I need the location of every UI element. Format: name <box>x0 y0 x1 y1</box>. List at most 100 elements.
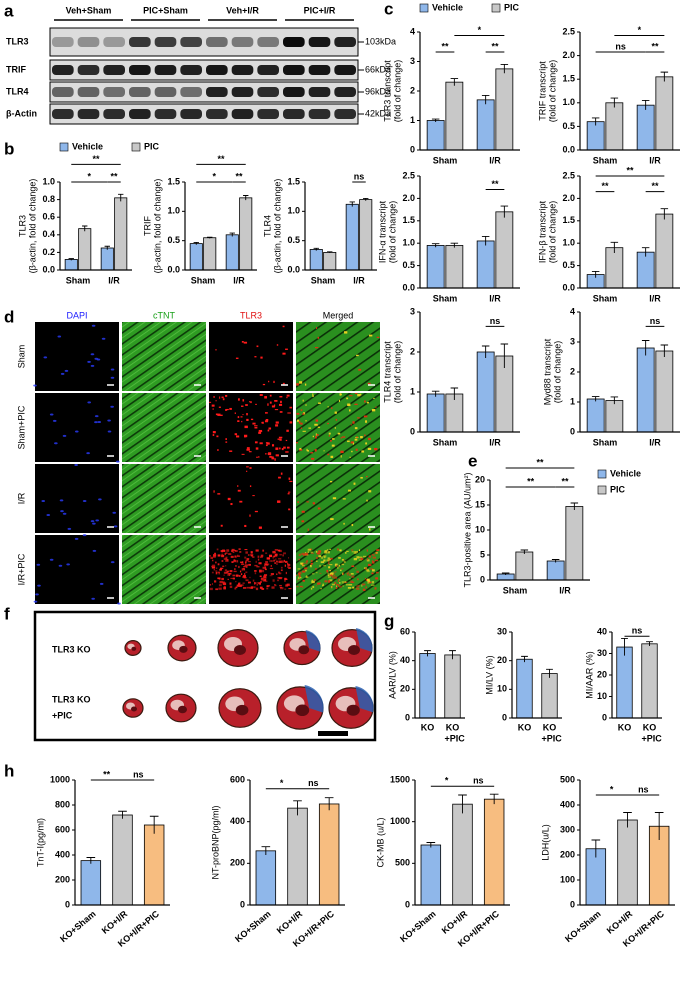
signal <box>211 571 214 574</box>
blot-band <box>154 87 177 97</box>
x-tick-label: KO+Sham <box>58 909 98 944</box>
signal <box>240 561 244 564</box>
signal <box>351 551 355 553</box>
signal <box>305 561 308 565</box>
y-tick-label: 5 <box>480 549 485 559</box>
signal <box>312 393 314 396</box>
signal <box>238 548 241 550</box>
signal <box>254 570 257 572</box>
significance-label: * <box>280 778 284 788</box>
legend-swatch <box>491 3 501 13</box>
panel-letter: b <box>4 139 14 158</box>
signal <box>374 587 377 590</box>
nucleus <box>64 369 69 372</box>
y-axis-label: (fold of change) <box>547 201 557 264</box>
signal <box>368 528 371 531</box>
signal <box>374 447 378 451</box>
signal <box>356 436 358 438</box>
signal <box>278 560 282 563</box>
signal <box>310 452 314 454</box>
x-tick-label: KO+Sham <box>233 909 273 944</box>
signal <box>215 570 218 572</box>
signal <box>297 568 301 570</box>
signal <box>266 563 269 566</box>
signal <box>366 578 370 581</box>
y-tick-label: 600 <box>230 774 245 784</box>
signal <box>374 559 379 562</box>
signal <box>334 571 337 573</box>
error-bar <box>660 344 669 357</box>
signal <box>227 570 229 572</box>
signal <box>284 588 287 590</box>
panel-letter: h <box>4 761 14 780</box>
blot-band <box>154 65 177 75</box>
x-tick-label: I/R <box>649 155 661 165</box>
y-tick-label: 1.5 <box>562 215 575 225</box>
signal <box>318 550 322 553</box>
signal <box>265 453 267 455</box>
signal <box>223 571 227 574</box>
y-tick-label: 400 <box>560 799 575 809</box>
signal <box>238 582 241 585</box>
y-axis-label: CK-MB (u/L) <box>375 817 385 867</box>
error-bar <box>654 812 664 840</box>
signal <box>260 356 263 359</box>
x-tick-label: Sham <box>433 155 458 165</box>
signal <box>242 587 247 589</box>
signal <box>334 411 337 414</box>
y-tick-label: 2 <box>410 85 415 95</box>
blot-band <box>257 87 279 97</box>
signal <box>240 573 243 576</box>
y-axis-label: MI/AAR (%) <box>584 651 594 699</box>
y-tick-label: 20 <box>597 669 607 679</box>
signal <box>330 572 334 575</box>
x-tick-label: Sham <box>191 275 216 285</box>
signal <box>217 571 221 573</box>
significance-label: ** <box>626 165 634 175</box>
blot-group: Veh+I/R <box>226 5 259 15</box>
signal <box>230 577 234 579</box>
signal <box>274 458 276 461</box>
signal <box>249 485 252 487</box>
nucleus <box>33 600 38 603</box>
bar <box>203 237 217 271</box>
blot-band <box>334 109 356 119</box>
error-bar <box>521 655 528 663</box>
signal <box>331 583 335 586</box>
nucleus <box>95 519 99 522</box>
signal <box>237 416 240 419</box>
signal <box>249 514 251 517</box>
signal <box>335 565 337 567</box>
signal <box>250 401 252 404</box>
heart-lumen <box>235 704 249 716</box>
signal <box>270 573 274 576</box>
blot-group: PIC+I/R <box>304 5 336 15</box>
y-tick-label: 0 <box>240 899 245 909</box>
signal <box>298 572 300 576</box>
y-tick-label: 1.5 <box>287 176 300 186</box>
bar <box>189 243 203 271</box>
signal <box>209 583 212 586</box>
signal <box>228 573 232 575</box>
signal <box>366 401 369 404</box>
y-tick-label: 2.0 <box>562 193 575 203</box>
signal <box>218 577 221 580</box>
signal <box>344 331 348 334</box>
signal <box>276 563 278 565</box>
signal <box>226 559 229 561</box>
signal <box>315 550 318 553</box>
blot-band <box>129 37 151 47</box>
y-tick-label: 4 <box>410 26 415 36</box>
signal <box>275 447 279 450</box>
signal <box>285 439 288 442</box>
signal <box>222 398 225 401</box>
signal <box>266 587 269 590</box>
signal <box>234 412 236 414</box>
signal <box>269 401 272 404</box>
blot-band <box>283 37 305 47</box>
signal <box>368 555 371 558</box>
signal <box>234 549 236 552</box>
y-tick-label: 0.5 <box>562 121 575 131</box>
signal <box>321 556 324 559</box>
bar <box>636 251 655 289</box>
